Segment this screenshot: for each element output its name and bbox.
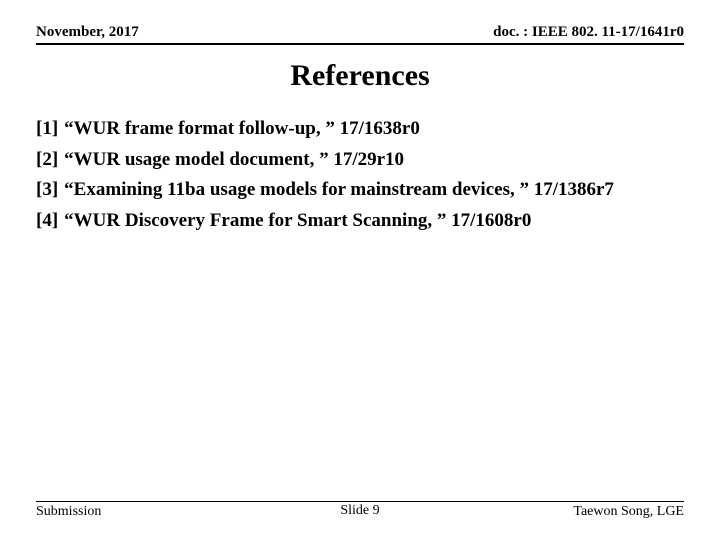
slide-header: November, 2017 doc. : IEEE 802. 11-17/16… <box>36 24 684 45</box>
header-doc-id: doc. : IEEE 802. 11-17/1641r0 <box>493 24 684 41</box>
reference-item: [2] “WUR usage model document, ” 17/29r1… <box>36 146 684 175</box>
reference-text: “WUR usage model document, ” 17/29r10 <box>64 146 684 175</box>
reference-number: [3] <box>36 176 64 205</box>
reference-item: [1] “WUR frame format follow-up, ” 17/16… <box>36 115 684 144</box>
footer-center: Slide 9 <box>36 501 684 519</box>
reference-number: [1] <box>36 115 64 144</box>
reference-number: [2] <box>36 146 64 175</box>
reference-text: “WUR frame format follow-up, ” 17/1638r0 <box>64 115 684 144</box>
slide-page: November, 2017 doc. : IEEE 802. 11-17/16… <box>0 0 720 540</box>
reference-item: [4] “WUR Discovery Frame for Smart Scann… <box>36 207 684 236</box>
reference-number: [4] <box>36 207 64 236</box>
slide-footer: Slide 9 Submission Taewon Song, LGE <box>36 501 684 520</box>
slide-title: References <box>36 59 684 93</box>
reference-text: “Examining 11ba usage models for mainstr… <box>64 176 684 205</box>
header-date: November, 2017 <box>36 24 139 41</box>
references-list: [1] “WUR frame format follow-up, ” 17/16… <box>36 115 684 237</box>
reference-text: “WUR Discovery Frame for Smart Scanning,… <box>64 207 684 236</box>
reference-item: [3] “Examining 11ba usage models for mai… <box>36 176 684 205</box>
